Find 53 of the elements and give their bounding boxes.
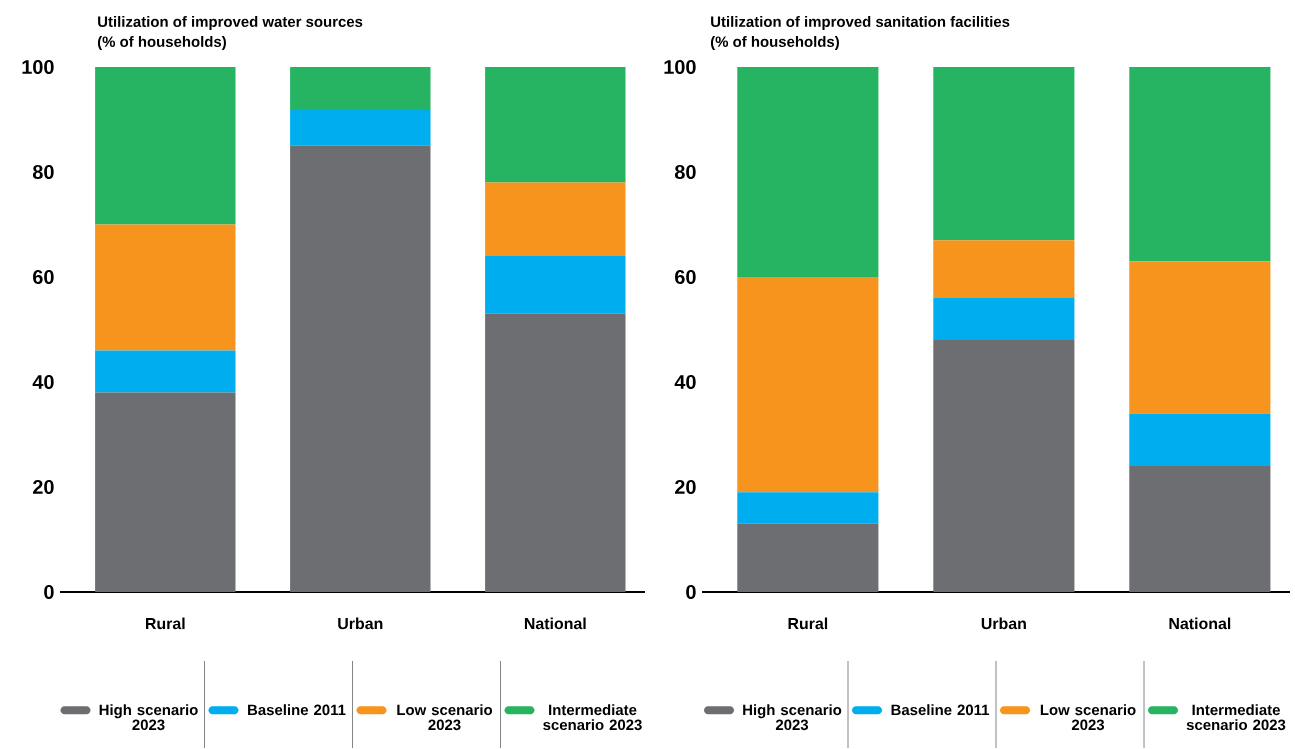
y-tick-label: 100 bbox=[22, 59, 54, 75]
bar bbox=[485, 182, 626, 256]
y-tick-label: 20 bbox=[675, 479, 696, 495]
legend-label: Low scenario 2023 bbox=[397, 704, 493, 731]
chart-title: Utilization of improved sanitation facilities bbox=[711, 16, 1010, 30]
bar bbox=[737, 523, 879, 592]
bar bbox=[737, 492, 879, 524]
bar bbox=[933, 240, 1075, 298]
legend-label: High scenario 2023 bbox=[99, 704, 198, 731]
bar bbox=[485, 66, 626, 183]
bar bbox=[1129, 261, 1271, 414]
bar bbox=[485, 313, 626, 592]
bar bbox=[933, 340, 1075, 592]
bar bbox=[95, 66, 236, 225]
legend-label: Intermediate scenario 2023 bbox=[1186, 704, 1286, 731]
y-tick-label: 80 bbox=[32, 164, 54, 180]
bar bbox=[485, 256, 626, 314]
y-tick-label: 80 bbox=[674, 164, 696, 180]
bar bbox=[95, 350, 236, 393]
y-axis-title: (% of households) bbox=[710, 36, 839, 50]
x-tick-label: Rural bbox=[788, 617, 828, 630]
bar bbox=[1129, 66, 1271, 262]
y-tick-label: 0 bbox=[44, 584, 54, 600]
bar bbox=[933, 66, 1075, 241]
bar bbox=[737, 66, 879, 277]
x-tick-label: National bbox=[1169, 617, 1231, 630]
x-tick-label: Urban bbox=[981, 617, 1026, 630]
legend-label: Baseline 2011 bbox=[248, 704, 346, 716]
bar bbox=[1129, 466, 1271, 592]
y-tick-label: 40 bbox=[674, 374, 696, 390]
bar bbox=[290, 108, 431, 146]
y-tick-label: 0 bbox=[686, 584, 696, 600]
y-axis-title: (% of households) bbox=[97, 36, 226, 50]
bar bbox=[933, 298, 1075, 340]
y-tick-label: 100 bbox=[664, 59, 696, 75]
bar bbox=[737, 277, 879, 493]
chart-title: Utilization of improved water sources bbox=[98, 16, 363, 30]
y-tick-label: 60 bbox=[33, 269, 54, 285]
x-tick-label: Urban bbox=[338, 617, 383, 630]
x-tick-label: National bbox=[524, 617, 586, 630]
legend-label: Intermediate scenario 2023 bbox=[543, 704, 642, 731]
bar bbox=[95, 392, 236, 592]
legend-label: Baseline 2011 bbox=[891, 704, 990, 716]
bar bbox=[1129, 413, 1271, 466]
y-tick-label: 60 bbox=[675, 269, 696, 285]
y-tick-label: 20 bbox=[33, 479, 54, 495]
legend-label: High scenario 2023 bbox=[743, 704, 842, 731]
bar bbox=[290, 66, 431, 109]
y-tick-label: 40 bbox=[32, 374, 54, 390]
x-tick-label: Rural bbox=[145, 617, 185, 630]
bar bbox=[290, 145, 431, 592]
bar bbox=[95, 224, 236, 351]
legend-label: Low scenario 2023 bbox=[1040, 704, 1136, 731]
